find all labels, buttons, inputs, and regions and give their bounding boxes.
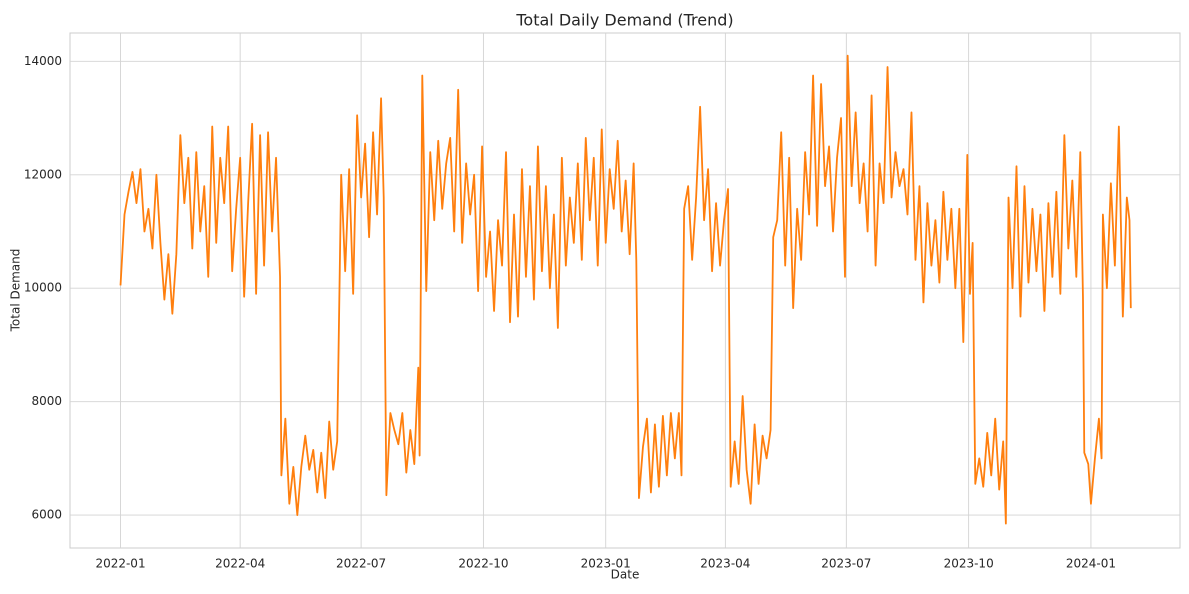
data-line xyxy=(119,54,1132,525)
x-tick-label: 2023-07 xyxy=(821,557,871,571)
y-tick-label: 6000 xyxy=(31,508,62,522)
x-tick-label: 2022-01 xyxy=(95,557,145,571)
x-tick-label: 2023-01 xyxy=(581,557,631,571)
y-axis-label: Total Demand xyxy=(9,249,23,333)
chart-title: Total Daily Demand (Trend) xyxy=(515,11,733,30)
x-tick-label: 2022-04 xyxy=(215,557,265,571)
plot-frame xyxy=(69,32,1181,549)
x-tick-label: 2024-01 xyxy=(1066,557,1116,571)
x-axis-label: Date xyxy=(611,568,640,582)
x-tick-label: 2023-04 xyxy=(700,557,750,571)
y-tick-label: 8000 xyxy=(31,394,62,408)
y-tick-label: 12000 xyxy=(24,167,62,181)
x-tick-label: 2022-10 xyxy=(458,557,508,571)
y-tick-label: 14000 xyxy=(24,54,62,68)
x-tick-label: 2023-10 xyxy=(944,557,994,571)
y-tick-label: 10000 xyxy=(24,281,62,295)
x-tick-label: 2022-07 xyxy=(336,557,386,571)
